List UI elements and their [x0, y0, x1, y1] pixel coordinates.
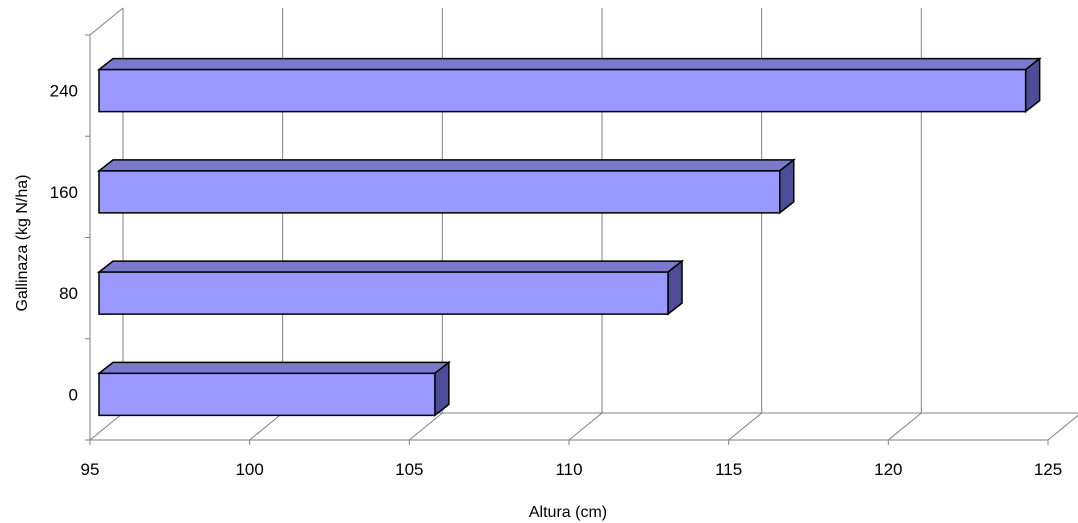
y-tick-labels: 0 80 160 240	[50, 82, 78, 405]
bar-front-face	[98, 68, 1027, 113]
bar-240	[96, 57, 1042, 114]
y-tick-label: 0	[69, 385, 78, 404]
bar-front-face	[98, 372, 436, 417]
bar-top-face	[96, 57, 1042, 71]
y-tick-label: 80	[59, 284, 78, 303]
x-axis-label: Altura (cm)	[529, 504, 607, 521]
x-tick-labels: 95 100 105 110 115 120 125	[81, 460, 1063, 479]
bar-0	[96, 360, 452, 417]
bar-front-face	[98, 271, 669, 315]
top-left-diagonal	[89, 7, 124, 36]
bar-80	[96, 259, 685, 316]
x-tick-label: 105	[395, 460, 423, 479]
x-tick-label: 95	[81, 460, 100, 479]
y-axis-label: Gallinaza (kg N/ha)	[14, 175, 31, 312]
x-tick-label: 115	[715, 460, 742, 479]
floor-gridline	[1047, 414, 1078, 441]
bars	[96, 57, 1042, 417]
x-tick-label: 120	[874, 460, 902, 479]
axes	[85, 7, 1049, 445]
y-tick-label: 160	[50, 183, 78, 202]
floor-gridline	[89, 412, 124, 441]
floor-gridline	[249, 412, 283, 441]
floor-gridline	[888, 412, 922, 441]
y-tick-label: 240	[50, 82, 78, 101]
bar-top-face	[96, 260, 685, 273]
floor-gridline	[728, 412, 762, 441]
x-tick-label: 100	[235, 460, 263, 479]
bar-160	[96, 158, 796, 215]
bar-top-face	[96, 361, 452, 375]
x-tick-label: 110	[555, 460, 582, 479]
floor-gridline	[409, 412, 443, 441]
floor-gridline	[568, 412, 603, 441]
bar-front-face	[98, 170, 781, 214]
bar-top-face	[96, 159, 796, 172]
x-tick-label: 125	[1034, 460, 1062, 479]
